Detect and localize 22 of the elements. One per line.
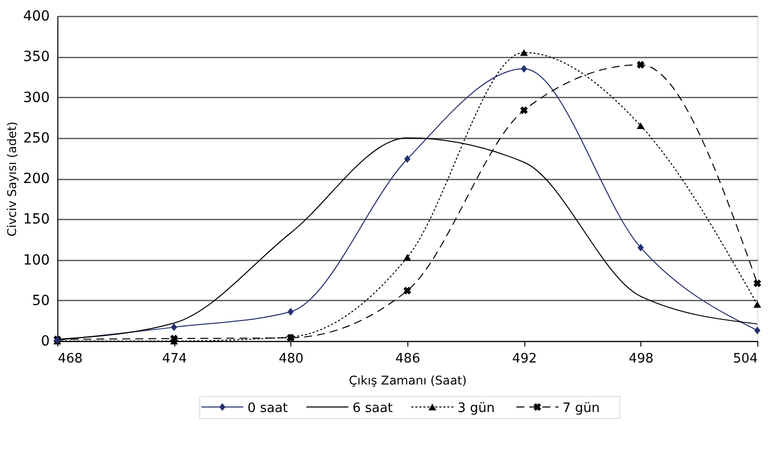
y-tick-label: 250 [23, 130, 50, 146]
x-axis-title: Çıkış Zamanı (Saat) [348, 374, 467, 388]
x-tick-label: 498 [628, 352, 654, 366]
legend-label: 0 saat [248, 401, 288, 416]
legend-label: 6 saat [352, 401, 393, 416]
y-tick-label: 400 [23, 8, 50, 24]
x-tick-label: 474 [162, 352, 187, 366]
y-tick-label: 100 [23, 252, 50, 268]
y-tick-label: 0 [40, 334, 50, 350]
x-tick-label: 492 [512, 352, 537, 366]
y-tick-label: 150 [23, 212, 50, 228]
x-tick-label: 468 [58, 352, 83, 366]
x-tick-label: 480 [278, 352, 304, 366]
y-tick-label: 50 [32, 292, 50, 309]
legend-label: 3 gün [458, 401, 495, 416]
legend-label: 7 gün [562, 401, 600, 416]
y-tick-label: 300 [23, 90, 50, 106]
y-tick-label: 200 [23, 171, 50, 187]
y-axis-title: Civciv Sayısı (adet) [5, 122, 20, 236]
y-tick-label: 350 [23, 49, 50, 66]
x-tick-label: 504 [732, 352, 758, 366]
x-tick-label: 486 [395, 352, 420, 366]
